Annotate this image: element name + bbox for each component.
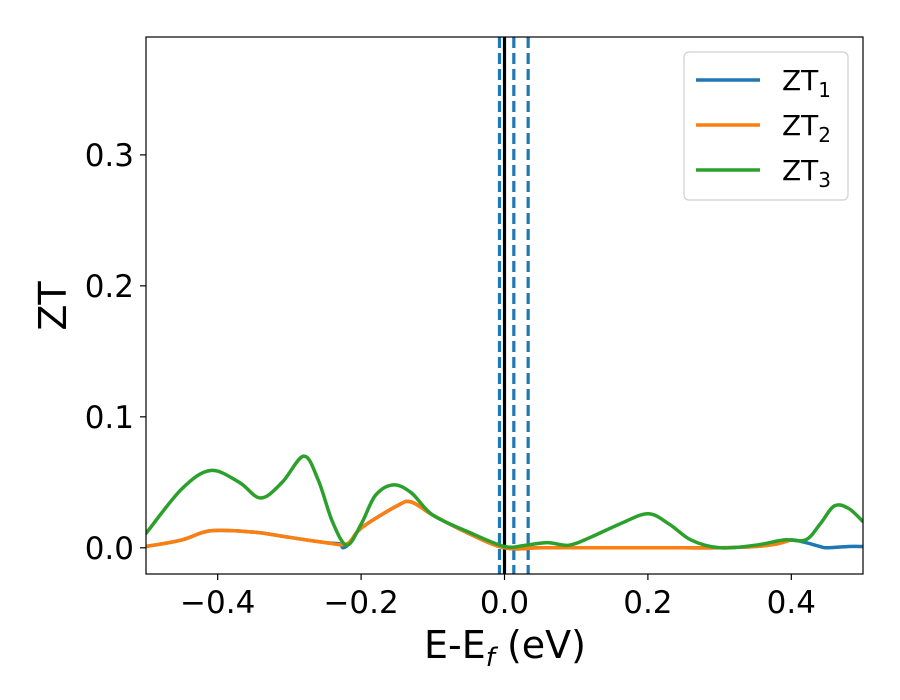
- x-tick-label: 0.2: [623, 585, 672, 621]
- legend-label-zt2: ZT2: [782, 109, 831, 147]
- y-tick-label: 0.3: [85, 138, 134, 174]
- x-axis-label-suffix: (eV): [495, 623, 586, 667]
- y-tick-label: 0.0: [85, 531, 134, 567]
- x-tick-label: −0.4: [180, 585, 255, 621]
- vertical-reference-lines: [497, 37, 530, 574]
- legend-label-zt1: ZT1: [782, 64, 831, 102]
- x-axis-label: E-Ef (eV): [424, 623, 586, 673]
- x-tick-label: 0.4: [767, 585, 816, 621]
- x-axis-label-main: E-E: [424, 623, 486, 667]
- y-tick-label: 0.2: [85, 269, 134, 305]
- y-axis: 0.0 0.1 0.2 0.3: [85, 138, 146, 567]
- series-layer: [146, 454, 863, 551]
- legend: ZT1 ZT2 ZT3: [683, 51, 849, 201]
- x-tick-label: 0.0: [480, 585, 529, 621]
- legend-box: [683, 51, 849, 201]
- y-axis-label: ZT: [31, 281, 75, 331]
- y-tick-label: 0.1: [85, 400, 134, 436]
- legend-label-zt3: ZT3: [782, 154, 831, 192]
- x-axis: −0.4 −0.2 0.0 0.2 0.4: [180, 574, 816, 621]
- series-line-zt3: [146, 454, 863, 550]
- x-tick-label: −0.2: [323, 585, 398, 621]
